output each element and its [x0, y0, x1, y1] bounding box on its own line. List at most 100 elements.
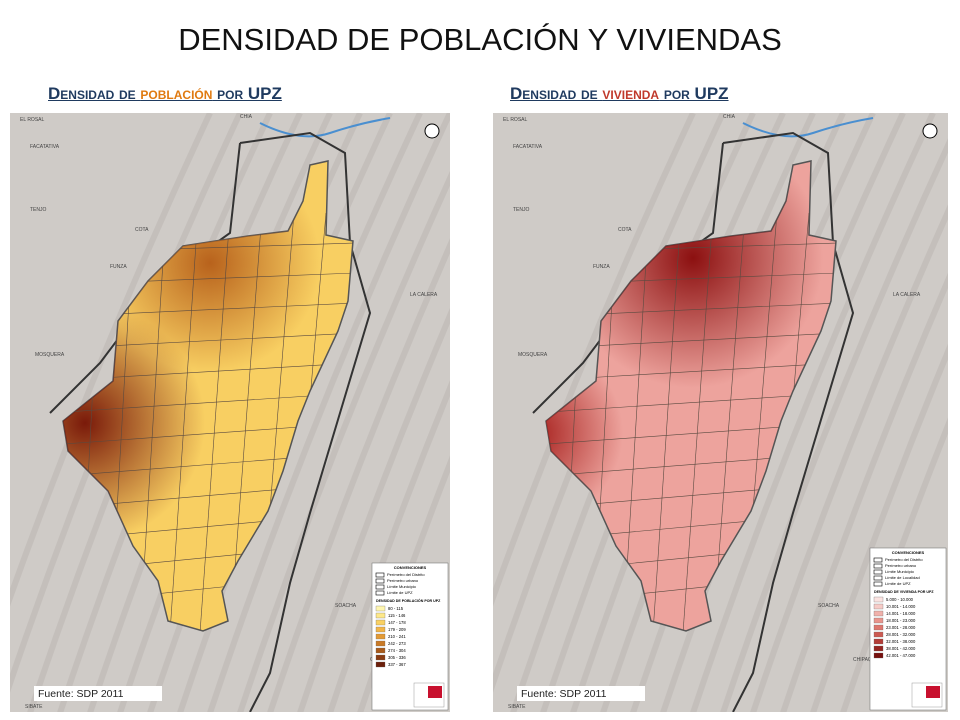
map-body: EL ROSAL FACATATIVA TENJO CHIA COTA FUNZA MOSQ…: [10, 113, 450, 712]
legend-class: 147 - 178: [388, 620, 406, 625]
map-body: EL ROSAL FACATATIVA TENJO CHIA COTA FUNZA MOSQ…: [493, 113, 948, 712]
upz-boundary: [712, 212, 746, 631]
legend-swatch: [375, 633, 386, 640]
subtitle-text: Densidad de: [48, 84, 141, 103]
legend-swatch: [873, 624, 884, 631]
legend-class: 42.001 - 47.000: [886, 653, 916, 658]
legend-item: Perímetro urbano: [387, 578, 419, 583]
subtitle-highlight: población: [140, 84, 213, 103]
legend-class: 115 - 146: [388, 613, 406, 618]
place-label: EL ROSAL: [503, 117, 527, 123]
legend-class: 80 - 115: [388, 606, 404, 611]
upz-boundary: [229, 212, 263, 631]
logo-mark: [926, 686, 940, 698]
place-label: MOSQUERA: [518, 352, 548, 358]
legend-class: 274 - 304: [388, 648, 406, 653]
legend-item: Límite Municipio: [885, 569, 915, 574]
place-label: SOACHA: [335, 603, 357, 609]
subtitle-highlight: vivienda: [602, 84, 660, 103]
legend-class: 305 - 336: [388, 655, 406, 660]
place-label: SIBATE: [508, 704, 526, 710]
place-label: LA CALERA: [410, 292, 438, 298]
upz-boundary: [546, 392, 836, 414]
legend-symbol: [873, 557, 883, 563]
place-label: FUNZA: [593, 264, 610, 270]
legend-symbol: [873, 569, 883, 575]
source: Fuente: SDP 2011: [38, 688, 124, 700]
legend-heading: CONVENCIONES: [394, 565, 427, 570]
place-label: SOACHA: [818, 603, 840, 609]
subtitle-text: Densidad de: [510, 84, 603, 103]
place-label: LA CALERA: [893, 292, 921, 298]
legend-swatch: [873, 603, 884, 610]
place-label: MOSQUERA: [35, 352, 65, 358]
place-label: FACATATIVA: [513, 144, 543, 150]
place-label: CHIA: [723, 114, 736, 120]
source-box: [517, 686, 645, 701]
place-label: EL ROSAL: [20, 117, 44, 123]
legend-title: DENSIDAD DE POBLACIÓN POR UPZ: [376, 598, 441, 603]
place-label: COTA: [135, 227, 149, 233]
source-box: [34, 686, 162, 701]
north-arrow: [424, 123, 440, 139]
place-label: TENJO: [30, 207, 47, 213]
legend-item: Límite de UPZ: [387, 590, 413, 595]
legend-symbol: [375, 590, 385, 596]
legend-swatch: [375, 647, 386, 654]
legend-class: 5.000 - 10.000: [886, 597, 914, 602]
legend-class: 242 - 273: [388, 641, 406, 646]
upz-boundary: [169, 212, 199, 631]
place-label: SIBATE: [25, 704, 43, 710]
legend-title: DENSIDAD DE VIVIENDA POR UPZ: [874, 590, 934, 594]
relief-ridge: [327, 380, 450, 712]
legend-class: 38.001 - 42.000: [886, 646, 916, 651]
legend-swatch: [375, 640, 386, 647]
legend-class: 14.001 - 18.000: [886, 611, 916, 616]
legend-swatch: [873, 638, 884, 645]
place-label: COTA: [618, 227, 632, 233]
source: Fuente: SDP 2011: [521, 688, 607, 700]
river: [742, 117, 874, 138]
legend-class: 210 - 241: [388, 634, 406, 639]
legend-symbol: [375, 578, 385, 584]
title: DENSIDAD DE POBLACIÓN Y VIVIENDAS: [178, 22, 782, 57]
relief-ridge: [207, 113, 450, 712]
legend-swatch: [873, 610, 884, 617]
legend-class: 337 - 367: [388, 662, 406, 667]
legend-swatch: [375, 619, 386, 626]
upz-boundary: [63, 392, 353, 414]
legend-swatch: [375, 612, 386, 619]
relief-ridge: [780, 272, 948, 712]
legend-item: Límite de UPZ: [885, 581, 911, 586]
relief-ridge: [297, 307, 450, 712]
legend-item: Perímetro del Distrito: [885, 557, 923, 562]
place-label: TENJO: [513, 207, 530, 213]
logo-mark: [428, 686, 442, 698]
relief-ridge: [720, 138, 948, 712]
legend-swatch: [873, 652, 884, 659]
place-label: CHIPAQUE: [853, 657, 879, 663]
legend-swatch: [375, 626, 386, 633]
upz-boundary: [682, 212, 714, 631]
legend-class: 28.001 - 32.000: [886, 632, 916, 637]
relief-ridge: [267, 238, 450, 712]
legend-item: Perímetro del Distrito: [387, 572, 425, 577]
legend-symbol: [375, 572, 385, 578]
relief-ridge: [810, 343, 948, 712]
relief-ridge: [237, 171, 450, 712]
density-hotspot: [63, 303, 205, 543]
legend-symbol: [873, 575, 883, 581]
legend-swatch: [375, 661, 386, 668]
map: EL ROSAL FACATATIVA TENJO CHIA COTA FUNZA MOSQ…: [10, 113, 450, 712]
legend-class: 23.001 - 28.000: [886, 625, 916, 630]
relief-ridge: [690, 113, 936, 712]
legend-heading: CONVENCIONES: [892, 550, 925, 555]
legend-class: 18.001 - 23.000: [886, 618, 916, 623]
legend-item: Límite de Localidad: [885, 575, 920, 580]
relief-ridge: [750, 204, 948, 712]
place-label: CHIA: [240, 114, 253, 120]
legend-item: Límite Municipio: [387, 584, 417, 589]
north-arrow: [922, 123, 938, 139]
place-label: FUNZA: [110, 264, 127, 270]
